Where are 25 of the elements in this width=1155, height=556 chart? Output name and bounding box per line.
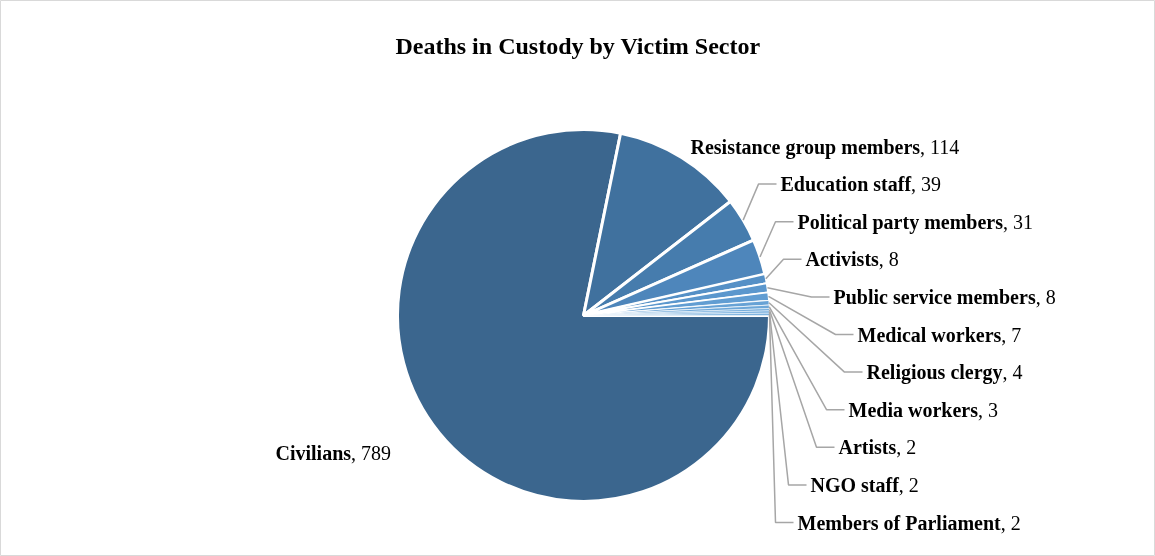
data-label: , 8 bbox=[878, 248, 899, 271]
slice-label: Media workers bbox=[848, 398, 979, 421]
slice-label: Political party members bbox=[797, 210, 1004, 234]
slice-label: Education staff bbox=[780, 173, 912, 196]
data-label: , 8 bbox=[1035, 285, 1056, 308]
data-label: , 114 bbox=[920, 135, 960, 158]
data-label: , 39 bbox=[911, 173, 942, 196]
data-label: , 31 bbox=[1003, 210, 1033, 233]
data-label: , 7 bbox=[1001, 323, 1022, 346]
slice-label: Resistance group members bbox=[690, 135, 921, 159]
data-label: , 2 bbox=[896, 436, 917, 459]
data-label: , 2 bbox=[898, 473, 919, 496]
slice-label: Civilians bbox=[275, 441, 352, 464]
slice-label: Public service members bbox=[833, 285, 1036, 308]
slice-label: Artists bbox=[838, 436, 897, 459]
slice-label: Activists bbox=[805, 248, 880, 271]
data-label: , 3 bbox=[977, 398, 998, 421]
slice-label: Medical workers bbox=[857, 323, 1002, 346]
slice-label: NGO staff bbox=[810, 473, 900, 496]
data-label: , 789 bbox=[351, 441, 392, 464]
slice-label: Religious clergy bbox=[866, 361, 1003, 385]
data-label: , 4 bbox=[1002, 361, 1023, 384]
data-label: , 2 bbox=[1000, 511, 1021, 534]
slice-label: Members of Parliament bbox=[797, 511, 1002, 534]
chart-title: Deaths in Custody by Victim Sector bbox=[395, 32, 761, 59]
